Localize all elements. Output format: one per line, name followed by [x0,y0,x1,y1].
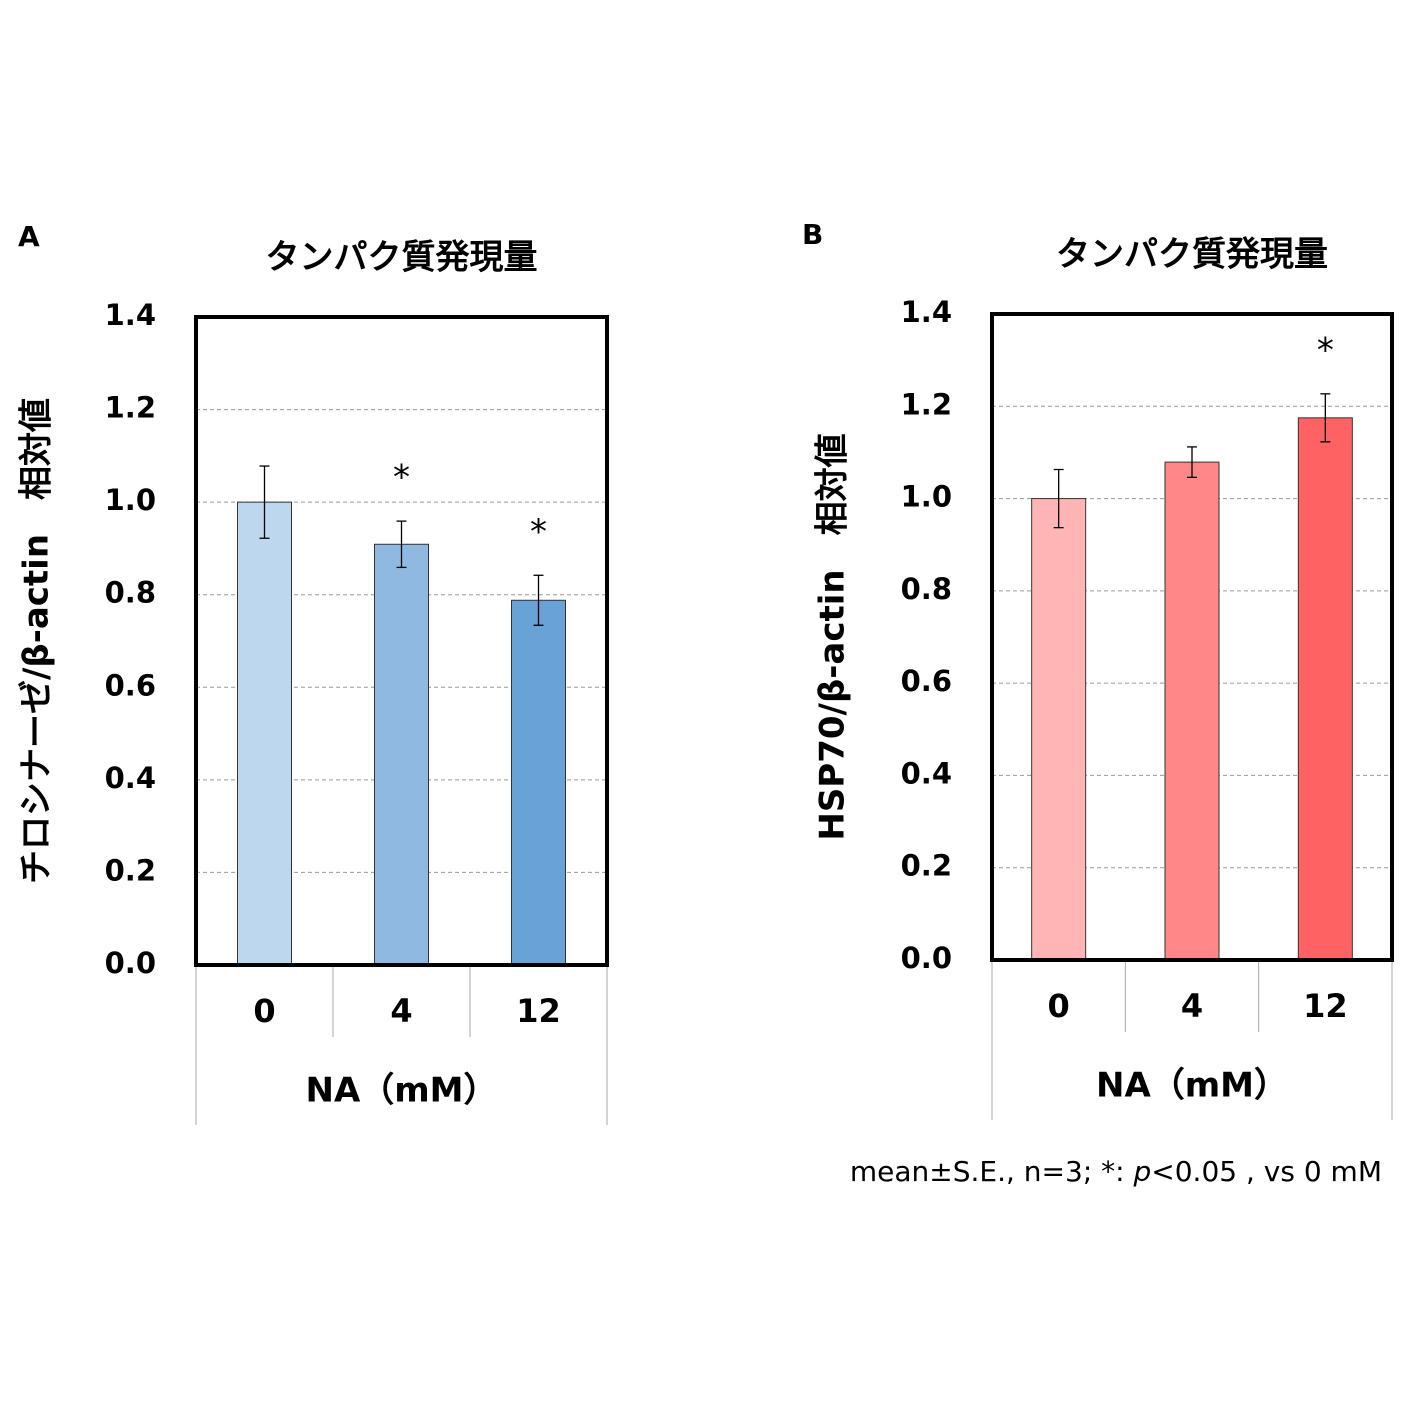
x-tick-label: 0 [253,992,275,1030]
x-axis-label: NA（mM） [1096,1066,1288,1106]
significance-marker: * [530,512,547,552]
y-tick-label: 0.0 [105,946,156,980]
footnote-text: <0.05 , vs 0 mM [1151,1155,1382,1188]
footnote: mean±S.E., n=3; *: p<0.05 , vs 0 mM [850,1155,1382,1188]
y-tick-label: 0.6 [105,668,156,702]
error-bar [259,465,270,539]
panel-label: B [802,218,823,251]
y-tick-label: 1.2 [105,391,156,425]
bar [1297,417,1353,961]
y-tick-label: 1.2 [901,387,952,421]
x-axis-label: NA（mM） [305,1071,497,1111]
error-bar [1053,468,1064,529]
x-tick-label: 12 [1303,987,1348,1025]
significance-marker: * [1317,330,1334,370]
bar [511,599,566,966]
plot-frame [990,312,1394,962]
bar [237,501,292,966]
y-tick-label: 0.6 [901,664,952,698]
y-tick-label: 0.2 [105,853,156,887]
error-bar [1187,446,1197,478]
bar [374,543,429,966]
bar [1031,498,1087,961]
panel-label: A [18,220,40,253]
footnote-text: mean±S.E., n=3; *: [850,1155,1134,1188]
error-bar [533,574,544,626]
plot-frame [194,315,609,967]
error-bar [396,520,407,569]
y-tick-label: 1.0 [105,483,156,517]
x-tick-label: 4 [1181,987,1203,1025]
y-tick-label: 0.4 [105,761,156,795]
y-tick-label: 0.0 [901,941,952,975]
y-axis-label: チロシナーゼ/β-actin 相対値 [17,398,57,884]
x-tick-label: 4 [390,992,412,1030]
significance-marker: * [393,458,410,498]
x-tick-label: 0 [1048,987,1070,1025]
y-axis-label: HSP70/β-actin 相対値 [813,433,853,840]
y-tick-label: 0.2 [901,849,952,883]
y-tick-label: 0.8 [901,572,952,606]
error-bar [1320,393,1331,443]
y-tick-label: 1.0 [901,480,952,514]
x-tick-label: 12 [516,992,561,1030]
bar [1164,461,1220,961]
chart-title: タンパク質発現量 [1056,235,1328,275]
y-tick-label: 0.8 [105,576,156,610]
footnote-text: p [1133,1155,1152,1188]
y-tick-label: 1.4 [105,298,156,332]
y-tick-label: 0.4 [901,756,952,790]
chart-title: タンパク質発現量 [266,238,538,278]
y-tick-label: 1.4 [901,295,952,329]
